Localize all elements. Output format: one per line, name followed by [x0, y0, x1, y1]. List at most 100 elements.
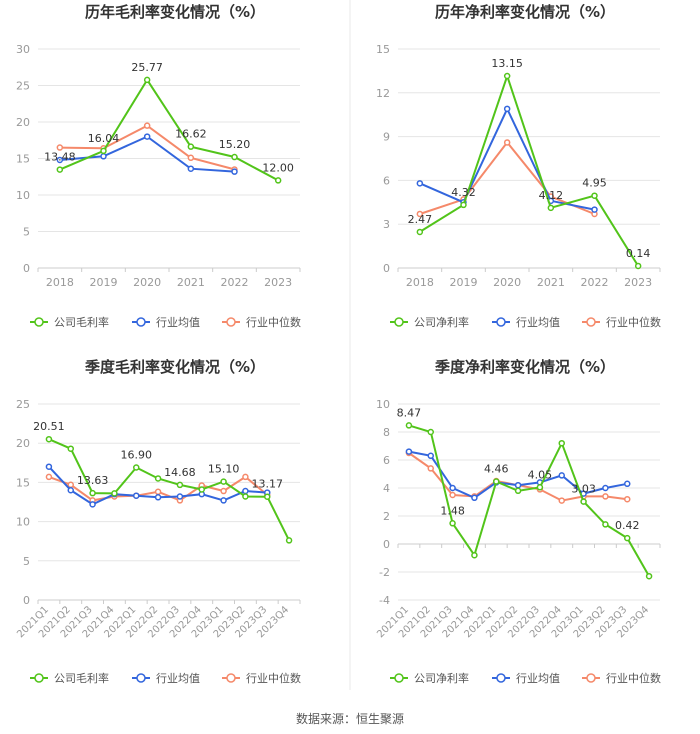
y-tick-label: 0 [383, 538, 390, 551]
legend-item-avg[interactable]: 行业均值 [132, 316, 200, 329]
data-point-avg [514, 481, 522, 489]
legend-item-median[interactable]: 行业中位数 [222, 671, 301, 685]
series-line-avg [419, 106, 595, 211]
data-point-company [274, 177, 282, 184]
y-tick-label: 30 [16, 43, 30, 56]
data-point-median [427, 465, 434, 472]
data-label: 13.48 [44, 151, 76, 164]
data-label: 0.14 [626, 247, 651, 260]
chart-title: 季度净利率变化情况（%） [435, 358, 615, 376]
series-line-company [59, 78, 279, 182]
data-point-company [56, 166, 64, 173]
y-tick-label: 8 [383, 426, 390, 439]
data-point-median [558, 497, 565, 504]
data-label: 13.17 [252, 478, 284, 491]
data-point-company [100, 147, 107, 155]
y-tick-label: 2 [383, 510, 390, 523]
legend-marker-icon [394, 317, 404, 327]
y-tick-label: 10 [376, 398, 390, 411]
legend-label: 行业中位数 [606, 315, 661, 329]
y-tick-label: 6 [383, 174, 390, 187]
data-point-avg [176, 493, 184, 500]
legend-item-avg[interactable]: 行业均值 [132, 672, 200, 685]
data-label: 4.12 [539, 189, 564, 202]
data-label: 13.15 [491, 57, 523, 70]
legend-item-company[interactable]: 公司净利率 [390, 671, 469, 685]
y-tick-label: 25 [16, 398, 30, 411]
data-point-median [56, 144, 64, 151]
data-point-median [242, 473, 249, 481]
series-line-median [59, 124, 235, 171]
legend-item-company[interactable]: 公司毛利率 [30, 315, 109, 329]
data-label: 12.00 [262, 161, 294, 174]
legend-marker-icon [496, 673, 506, 683]
chart-panel-3: 季度毛利率变化情况（%）05101520252021Q12021Q22021Q3… [15, 358, 301, 685]
data-label: 16.90 [121, 449, 153, 462]
data-point-company [416, 228, 424, 236]
y-tick-label: 0 [383, 262, 390, 275]
legend-label: 行业中位数 [246, 315, 301, 329]
data-label: 8.47 [397, 406, 422, 419]
y-tick-label: 15 [376, 43, 390, 56]
data-point-company [143, 76, 151, 84]
data-label: 4.05 [528, 468, 553, 481]
legend-item-company[interactable]: 公司净利率 [390, 315, 469, 329]
data-point-avg [56, 156, 64, 164]
data-point-avg [242, 487, 249, 495]
data-point-company [460, 201, 467, 209]
legend-label: 行业中位数 [606, 671, 661, 685]
y-tick-label: 20 [16, 116, 30, 129]
data-point-company [67, 445, 74, 452]
legend-item-avg[interactable]: 行业均值 [492, 316, 560, 329]
legend-item-company[interactable]: 公司毛利率 [30, 671, 109, 685]
x-tick-label: 2020 [133, 276, 161, 289]
data-label: 15.10 [208, 463, 240, 476]
data-point-median [67, 481, 74, 489]
legend-item-median[interactable]: 行业中位数 [582, 315, 661, 329]
legend-item-avg[interactable]: 行业均值 [492, 672, 560, 685]
data-point-avg [449, 484, 456, 492]
data-point-avg [405, 448, 413, 455]
legend-label: 行业均值 [516, 316, 560, 329]
data-point-avg [602, 484, 609, 492]
data-point-median [503, 139, 511, 146]
y-tick-label: 20 [16, 437, 30, 450]
data-label: 3.03 [571, 483, 596, 496]
legend-marker-icon [34, 673, 44, 683]
data-label: 16.04 [88, 132, 120, 145]
legend-item-median[interactable]: 行业中位数 [222, 315, 301, 329]
data-point-median [624, 495, 631, 503]
x-tick-label: 2022 [581, 276, 609, 289]
y-tick-label: -2 [379, 566, 390, 579]
y-tick-label: 10 [16, 189, 30, 202]
y-tick-label: 25 [16, 80, 30, 93]
legend-item-median[interactable]: 行业中位数 [582, 671, 661, 685]
series-line-company [408, 424, 650, 577]
data-point-company [405, 422, 413, 429]
data-point-company [536, 484, 544, 491]
data-point-avg [187, 165, 195, 172]
data-point-company [45, 435, 53, 443]
data-point-avg [558, 472, 565, 479]
legend-marker-icon [136, 673, 146, 683]
data-point-company [471, 551, 478, 559]
data-point-company [493, 478, 500, 485]
series-line-company [48, 438, 290, 541]
data-label: 4.95 [582, 177, 607, 190]
x-tick-label: 2023 [264, 276, 292, 289]
data-point-company [285, 537, 293, 544]
data-point-company [89, 489, 96, 497]
y-tick-label: 5 [23, 226, 30, 239]
data-point-company [154, 475, 162, 482]
chart-panel-2: 历年净利率变化情况（%） 0 3 6 9 12 15 2018 2019 2020 2021 2022… [376, 3, 661, 329]
data-label: 4.46 [484, 463, 509, 476]
series-line-avg [59, 135, 235, 173]
y-tick-label: 9 [383, 131, 390, 144]
y-tick-label: 4 [383, 482, 390, 495]
chart-panel-4: 季度净利率变化情况（%）-4-202468102021Q12021Q22021Q… [375, 358, 661, 685]
legend-marker-icon [496, 317, 506, 327]
data-label: 25.77 [131, 61, 163, 74]
data-point-company [198, 486, 205, 493]
data-point-median [220, 487, 227, 495]
legend-label: 公司毛利率 [54, 671, 109, 685]
